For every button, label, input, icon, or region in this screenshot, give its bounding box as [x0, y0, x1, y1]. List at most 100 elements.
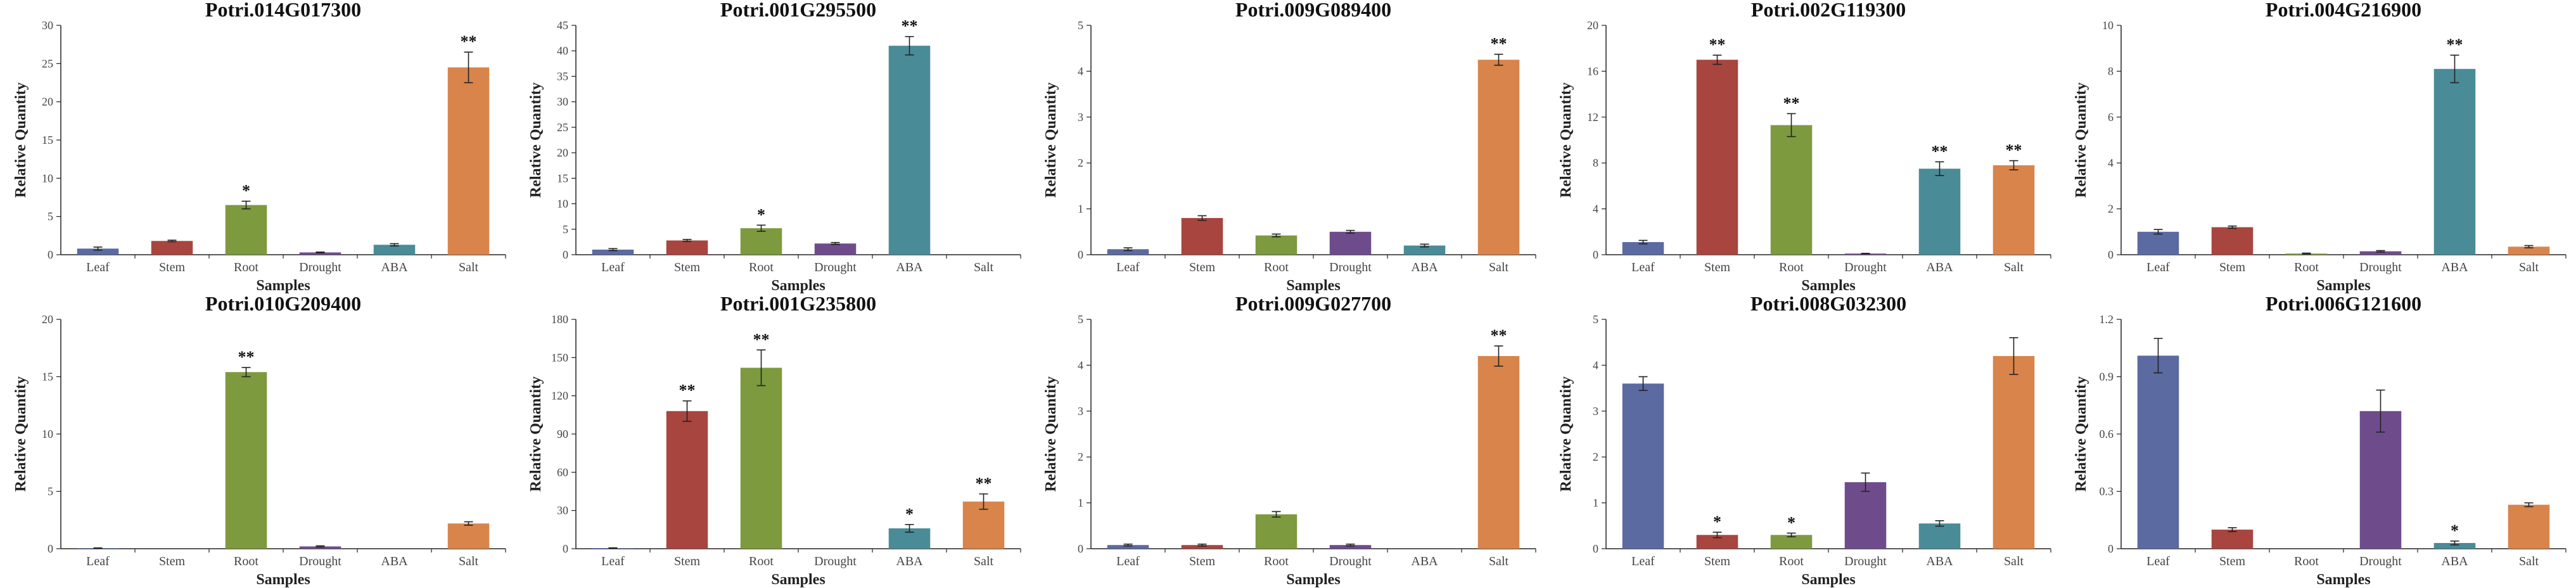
y-tick-label: 45 — [557, 19, 568, 32]
x-tick-label: Leaf — [2146, 260, 2170, 274]
x-tick-label: ABA — [1926, 554, 1953, 568]
y-tick-label: 5 — [48, 210, 53, 223]
significance-marker: ** — [976, 475, 992, 493]
x-axis-label: Samples — [1286, 278, 1340, 294]
y-tick-label: 5 — [1078, 19, 1083, 32]
chart-panel-9: Potri.008G032300 Relative Quantity Samples… — [1545, 292, 2060, 588]
bar-stem — [1181, 218, 1223, 255]
chart-panel-2: Potri.001G295500 Relative Quantity Samples… — [515, 0, 1030, 294]
bar-salt — [1477, 355, 1520, 549]
y-tick-label: 20 — [42, 313, 53, 326]
bar-salt — [447, 67, 490, 255]
x-tick-label: Drought — [299, 554, 341, 568]
y-tick-label: 0 — [48, 542, 53, 555]
x-axis-label: Samples — [2316, 278, 2370, 294]
bar-leaf — [592, 249, 634, 255]
x-tick-label: Root — [1779, 554, 1804, 568]
bar-salt — [1993, 165, 2035, 255]
x-tick-label: Stem — [1189, 554, 1216, 568]
y-tick-label: 120 — [551, 390, 568, 402]
y-axis-label: Relative Quantity — [2073, 376, 2089, 492]
bar-stem — [1181, 545, 1223, 549]
y-axis-label: Relative Quantity — [1558, 82, 1574, 198]
y-tick-label: 0 — [1078, 248, 1083, 261]
x-tick-label: Stem — [1704, 260, 1731, 274]
x-tick-label: Root — [2294, 554, 2319, 568]
x-tick-label: Drought — [814, 554, 857, 568]
x-tick-label: Root — [2294, 260, 2319, 274]
x-axis-label: Samples — [771, 572, 825, 588]
bar-root — [225, 205, 267, 255]
x-tick-label: Root — [749, 260, 774, 274]
significance-marker: ** — [902, 17, 918, 35]
y-tick-label: 4 — [1078, 65, 1083, 77]
chart-panel-6: Potri.010G209400 Relative Quantity Samples… — [0, 292, 515, 588]
bar-salt — [2508, 504, 2550, 549]
y-tick-label: 5 — [1593, 313, 1598, 326]
y-tick-label: 0.6 — [2100, 428, 2114, 440]
chart-panel-4: Potri.002G119300 Relative Quantity Samples… — [1545, 0, 2060, 294]
y-tick-label: 1 — [1593, 497, 1598, 509]
x-tick-label: Salt — [2519, 260, 2539, 274]
y-tick-label: 25 — [42, 57, 53, 70]
y-tick-label: 3 — [1078, 111, 1083, 124]
x-tick-label: ABA — [896, 260, 923, 274]
y-tick-label: 5 — [48, 485, 53, 498]
bar-stem — [666, 240, 708, 255]
y-tick-label: 4 — [1078, 359, 1083, 371]
chart-title: Potri.001G295500 — [720, 0, 876, 21]
bar-aba — [2433, 68, 2476, 255]
x-tick-label: Stem — [674, 554, 701, 568]
x-tick-label: Salt — [459, 554, 479, 568]
y-tick-label: 5 — [563, 223, 568, 236]
bar-leaf — [1622, 242, 1664, 255]
bar-root — [740, 228, 782, 255]
y-tick-label: 0 — [563, 248, 568, 261]
y-tick-label: 0 — [1593, 248, 1598, 261]
y-tick-label: 30 — [42, 19, 53, 32]
y-tick-label: 8 — [1593, 157, 1598, 169]
y-tick-label: 0 — [1078, 542, 1083, 555]
x-tick-label: Salt — [2004, 554, 2024, 568]
chart-svg-10: Potri.006G121600 Relative Quantity Samples… — [2073, 292, 2566, 588]
significance-marker: ** — [1491, 326, 1507, 345]
chart-svg-8: Potri.009G027700 Relative Quantity Samples… — [1043, 292, 1536, 588]
y-tick-label: 5 — [1078, 313, 1083, 326]
y-tick-label: 10 — [2102, 19, 2114, 32]
x-tick-label: Salt — [1489, 260, 1509, 274]
bar-drought — [299, 546, 341, 549]
chart-svg-1: Potri.014G017300 Relative Quantity Samples… — [13, 0, 506, 294]
y-tick-label: 2 — [1078, 451, 1083, 463]
bar-aba — [1403, 245, 1446, 255]
x-tick-label: Drought — [1844, 260, 1887, 274]
y-tick-label: 2 — [2108, 203, 2114, 215]
x-axis-label: Samples — [1801, 572, 1855, 588]
y-axis-label: Relative Quantity — [1043, 82, 1059, 198]
x-tick-label: Stem — [2219, 260, 2246, 274]
x-tick-label: ABA — [2441, 260, 2468, 274]
x-tick-label: ABA — [896, 554, 923, 568]
significance-marker: ** — [2006, 141, 2022, 160]
bar-salt — [2508, 246, 2550, 255]
significance-marker: * — [2451, 521, 2459, 540]
bar-root — [225, 372, 267, 549]
significance-marker: ** — [238, 348, 255, 366]
y-tick-label: 6 — [2108, 111, 2114, 124]
bar-leaf — [2137, 231, 2179, 255]
chart-title: Potri.009G089400 — [1235, 0, 1391, 21]
y-tick-label: 15 — [557, 172, 568, 184]
x-tick-label: Leaf — [601, 554, 625, 568]
bar-aba — [2433, 542, 2476, 549]
x-tick-label: Leaf — [2146, 554, 2170, 568]
x-tick-label: Leaf — [1116, 554, 1140, 568]
y-tick-label: 30 — [557, 96, 568, 108]
bar-drought — [1329, 231, 1372, 255]
bar-drought — [1329, 545, 1372, 549]
y-tick-label: 1 — [1078, 203, 1083, 215]
x-axis-label: Samples — [256, 572, 310, 588]
chart-title: Potri.004G216900 — [2266, 0, 2421, 21]
bar-drought — [814, 243, 857, 255]
bar-root — [1770, 535, 1813, 549]
x-tick-label: ABA — [1411, 260, 1438, 274]
y-tick-label: 12 — [1587, 111, 1598, 124]
